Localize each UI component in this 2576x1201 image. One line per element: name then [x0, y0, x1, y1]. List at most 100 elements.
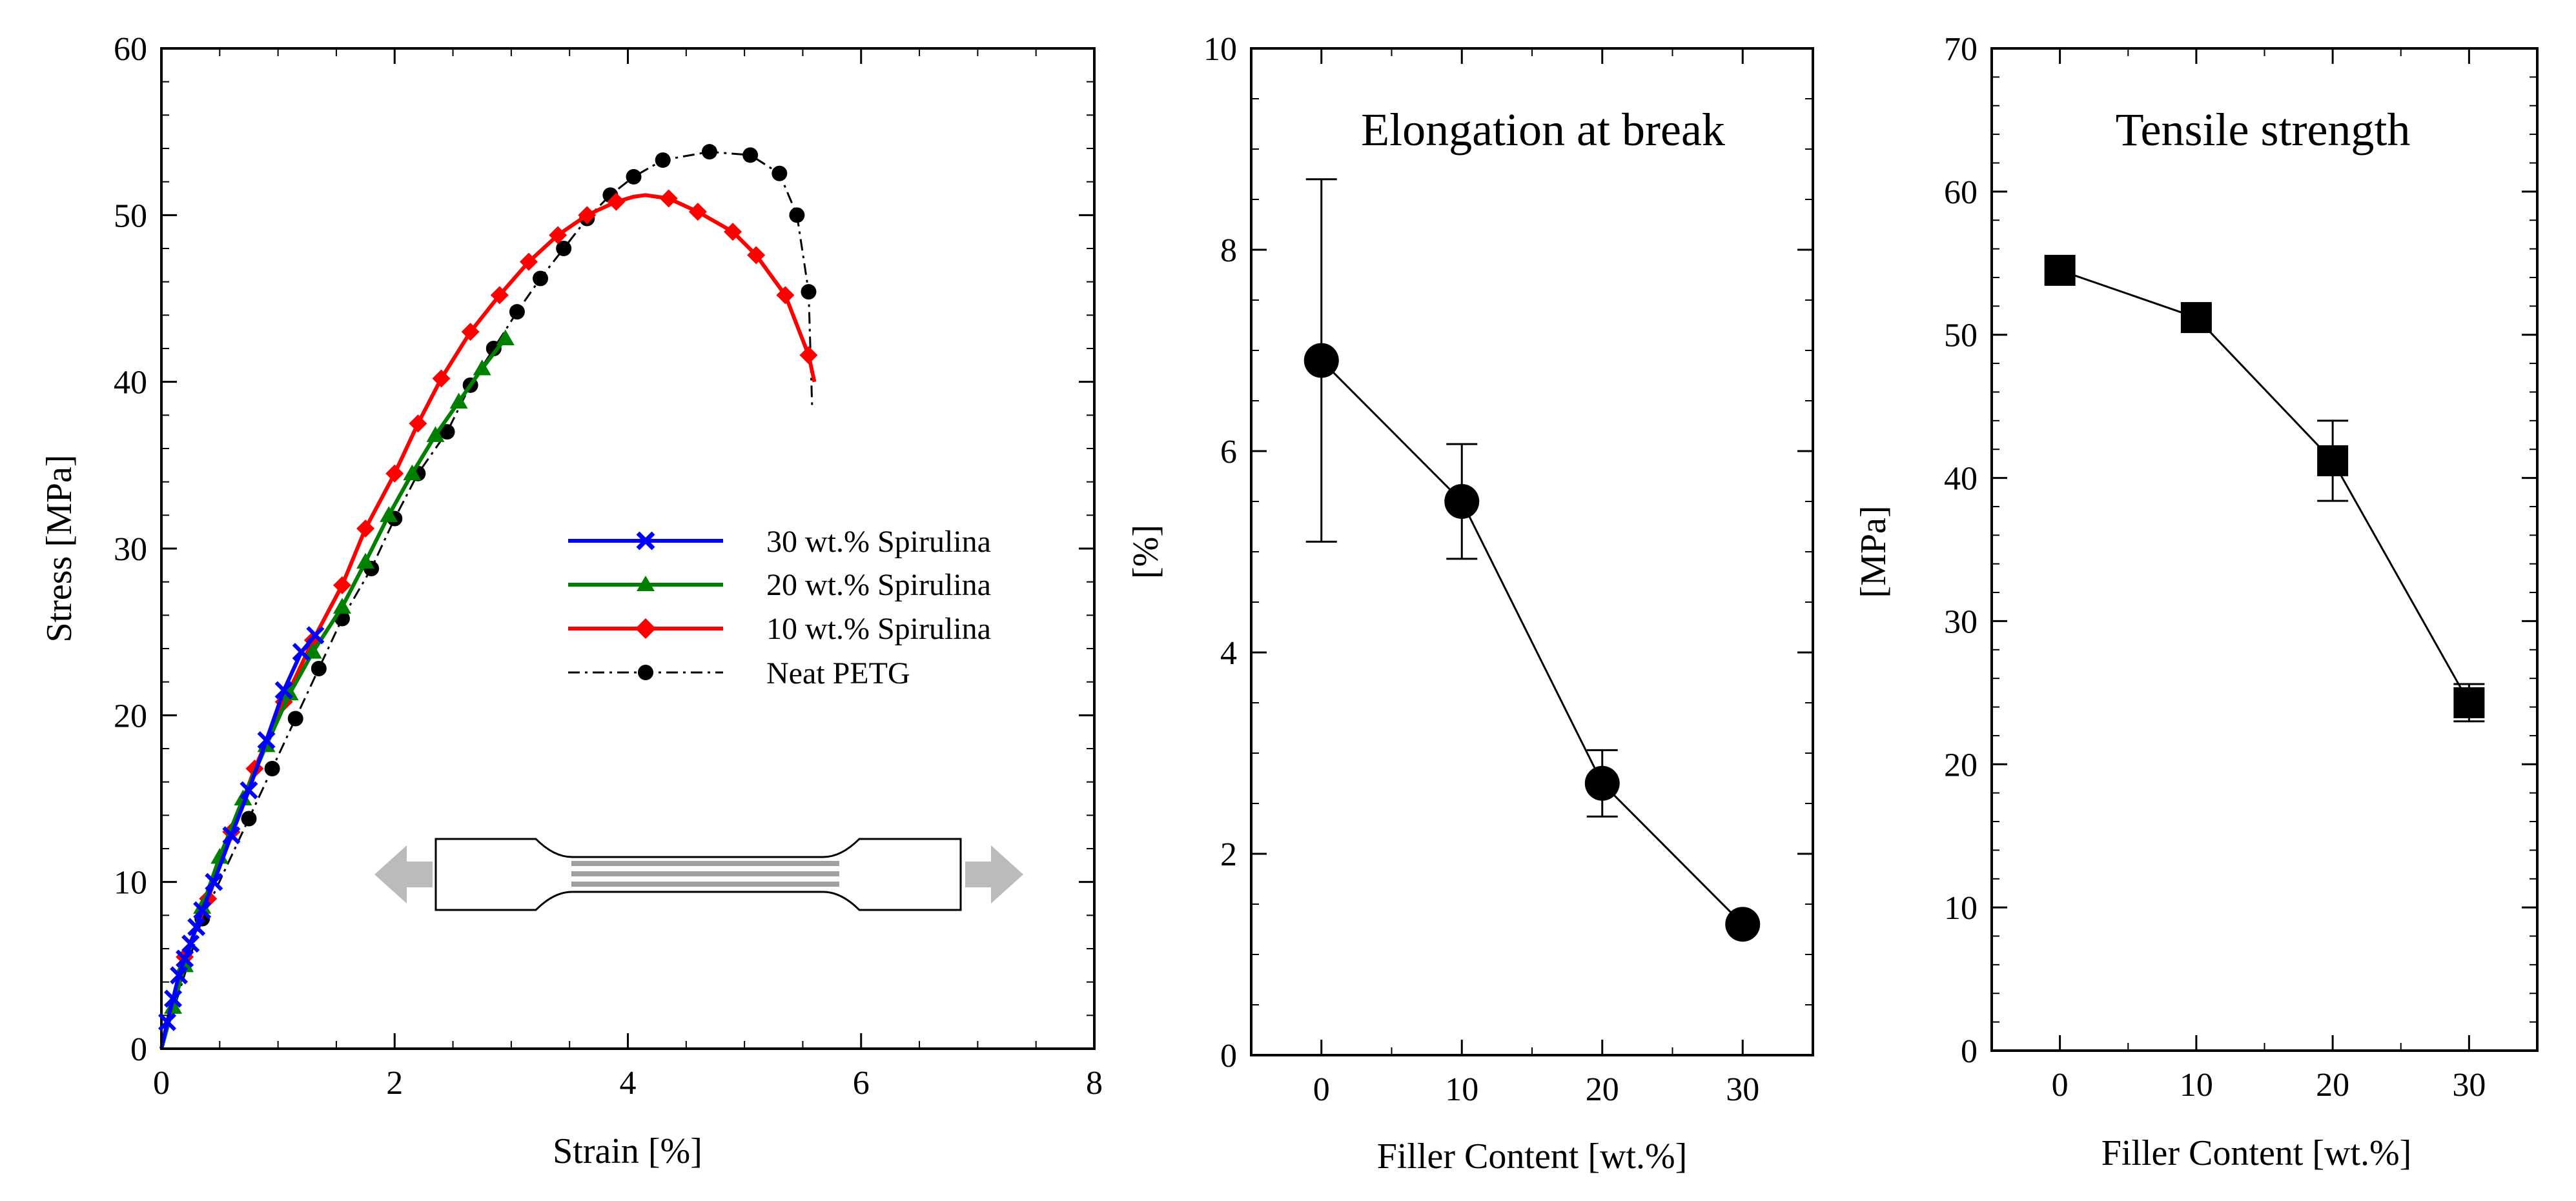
data-point	[222, 826, 241, 845]
data-point	[2180, 302, 2212, 334]
y-axis-title: [%]	[1126, 525, 1166, 579]
x-tick-label: 10	[1445, 1071, 1478, 1108]
y-tick-label: 30	[1944, 603, 1978, 640]
data-point	[439, 424, 455, 440]
legend-marker-10wt	[635, 618, 656, 639]
y-tick-label: 0	[1220, 1038, 1237, 1075]
data-point	[274, 681, 293, 700]
legend-label-30wt: 30 wt.% Spirulina	[766, 525, 991, 559]
data-point	[332, 598, 351, 614]
y-tick-label: 6	[1220, 434, 1237, 470]
specimen-stripe-2	[571, 871, 839, 876]
legend-item-20wt: 20 wt.% Spirulina	[568, 568, 991, 602]
specimen-stripe-3	[571, 882, 839, 887]
data-point	[1444, 484, 1480, 519]
data-point	[776, 286, 795, 305]
data-point	[264, 761, 280, 776]
data-point	[655, 152, 671, 168]
plot-frame	[1250, 47, 1814, 1056]
stress-strain-chart: 0 2 4 6 8 0 10 20 30 40 50 60 Strain [%] Stress [MP…	[39, 31, 1103, 1171]
x-axis-title: Filler Content [wt.%]	[2101, 1133, 2412, 1173]
x-tick-label: 6	[853, 1065, 870, 1102]
panel-title: Tensile strength	[2116, 104, 2411, 156]
data-point	[287, 711, 303, 727]
data-point	[496, 329, 515, 345]
elongation-chart: Elongation at break 0 10 20 30 0 2 4 6 8 10 Fille…	[1126, 31, 1814, 1176]
data-point	[473, 359, 491, 376]
data-point	[187, 918, 206, 936]
data-point	[280, 684, 299, 701]
x-axis-title: Filler Content [wt.%]	[1377, 1136, 1688, 1176]
y-tick-label: 8	[1220, 232, 1237, 269]
data-point	[549, 226, 567, 245]
x-tick-label: 30	[1726, 1071, 1759, 1108]
data-point	[303, 643, 322, 659]
data-point	[688, 203, 707, 221]
data-point	[426, 426, 445, 442]
data-point	[164, 989, 183, 1008]
data-point	[2317, 445, 2349, 476]
y-tick-label: 10	[1944, 890, 1978, 927]
data-point	[742, 147, 759, 163]
x-tick-label: 0	[1313, 1071, 1330, 1108]
data-point	[181, 934, 200, 953]
data-point	[2453, 687, 2485, 718]
series-line	[159, 337, 507, 1049]
tensile-strength-chart: Tensile strength 0 10 20 30010203040506070 …	[1854, 31, 2539, 1173]
data-point	[380, 506, 398, 522]
data-point	[578, 206, 597, 225]
x-tick-label: 4	[620, 1065, 637, 1102]
data-point	[461, 323, 480, 341]
legend-marker-30wt	[636, 531, 655, 550]
data-point	[801, 284, 817, 300]
y-tick-label: 20	[114, 698, 147, 734]
data-point	[356, 552, 375, 569]
x-tick-label: 20	[1586, 1071, 1619, 1108]
y-tick-label: 50	[114, 197, 147, 234]
data-point	[193, 901, 212, 920]
y-tick-label: 20	[1944, 747, 1978, 783]
y-axis-title: [MPa]	[1854, 505, 1894, 598]
data-point	[241, 811, 257, 827]
y-tick-label: 0	[1961, 1033, 1978, 1070]
specimen-stripe-1	[571, 861, 839, 866]
data-point	[306, 626, 325, 645]
y-tick-label: 70	[1944, 31, 1978, 68]
right-arrow	[965, 845, 1023, 903]
data-point	[1584, 765, 1620, 801]
series-line	[160, 150, 813, 1049]
x-tick-label: 0	[153, 1065, 170, 1102]
left-arrow	[374, 845, 433, 903]
y-tick-label: 60	[114, 31, 147, 68]
data-point	[311, 661, 327, 676]
legend-item-10wt: 10 wt.% Spirulina	[568, 612, 991, 646]
y-tick-label: 60	[1944, 174, 1978, 211]
y-tick-label: 2	[1220, 836, 1237, 873]
dogbone-specimen-illustration	[374, 838, 1023, 911]
legend-marker-neat	[638, 665, 653, 680]
panel-title: Elongation at break	[1361, 104, 1725, 156]
data-point	[205, 873, 223, 891]
x-tick-label: 0	[2052, 1067, 2069, 1104]
series-layer	[158, 144, 818, 1049]
tick-layer: 0 10 20 30 0 2 4 6 8 10	[1203, 31, 1813, 1108]
legend-label-10wt: 10 wt.% Spirulina	[766, 612, 991, 646]
data-point	[240, 781, 258, 800]
y-tick-label: 10	[114, 865, 147, 902]
data-point	[2044, 254, 2076, 286]
data-point	[432, 369, 451, 388]
y-tick-label: 40	[1944, 461, 1978, 498]
x-tick-label: 8	[1086, 1065, 1103, 1102]
legend-item-neat: Neat PETG	[568, 656, 910, 691]
y-tick-label: 10	[1203, 31, 1237, 68]
data-point	[1303, 343, 1339, 378]
data-point	[449, 392, 468, 409]
tick-layer: 0 2 4 6 8 0 10 20 30 40 50 60	[114, 31, 1103, 1102]
data-point	[659, 189, 678, 208]
data-point	[626, 168, 642, 185]
data-point	[356, 520, 375, 538]
data-point	[701, 144, 717, 160]
series-line	[159, 193, 817, 1049]
x-axis-title: Strain [%]	[553, 1131, 702, 1171]
data-point	[176, 949, 194, 968]
